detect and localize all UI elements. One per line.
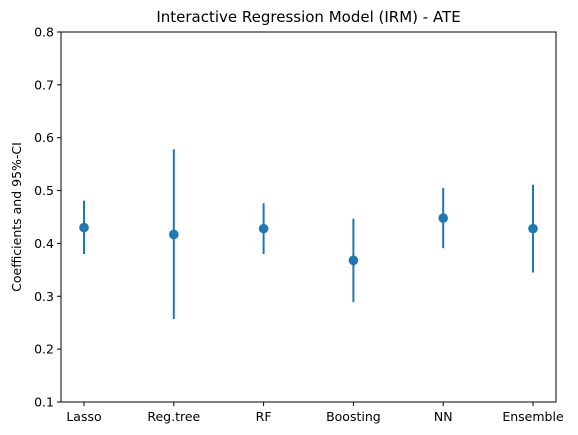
y-tick-label: 0.8 bbox=[34, 25, 54, 40]
y-tick-label: 0.7 bbox=[34, 77, 54, 92]
y-tick-label: 0.1 bbox=[34, 395, 54, 410]
y-tick-label: 0.6 bbox=[34, 130, 54, 145]
plot-frame bbox=[61, 32, 556, 402]
y-axis-label: Coefficients and 95%-CI bbox=[9, 142, 24, 292]
plot-area: 0.1 0.2 0.3 0.4 0.5 0.6 0.7 0.8 Lasso Reg.tree RF… bbox=[34, 25, 564, 425]
y-tick-label: 0.2 bbox=[34, 342, 54, 357]
y-axis-ticks: 0.1 0.2 0.3 0.4 0.5 0.6 0.7 0.8 bbox=[34, 25, 61, 410]
x-tick-label: RF bbox=[256, 409, 272, 424]
estimate-point bbox=[169, 230, 179, 240]
y-tick-label: 0.5 bbox=[34, 183, 54, 198]
x-tick-label: Ensemble bbox=[502, 409, 564, 424]
x-axis-ticks: Lasso Reg.tree RF Boosting NN Ensemble bbox=[66, 402, 564, 424]
estimate-point bbox=[79, 223, 89, 233]
y-tick-label: 0.3 bbox=[34, 289, 54, 304]
estimate-point bbox=[528, 224, 538, 234]
x-tick-label: Boosting bbox=[326, 409, 381, 424]
x-tick-label: NN bbox=[434, 409, 453, 424]
y-tick-label: 0.4 bbox=[34, 236, 54, 251]
chart-title: Interactive Regression Model (IRM) - ATE bbox=[156, 8, 460, 26]
x-tick-label: Reg.tree bbox=[147, 409, 200, 424]
x-tick-label: Lasso bbox=[66, 409, 101, 424]
estimate-point bbox=[349, 256, 359, 266]
ci-bars bbox=[84, 149, 533, 319]
estimate-point bbox=[438, 213, 448, 223]
estimate-points bbox=[79, 213, 538, 265]
estimate-point bbox=[259, 224, 269, 234]
